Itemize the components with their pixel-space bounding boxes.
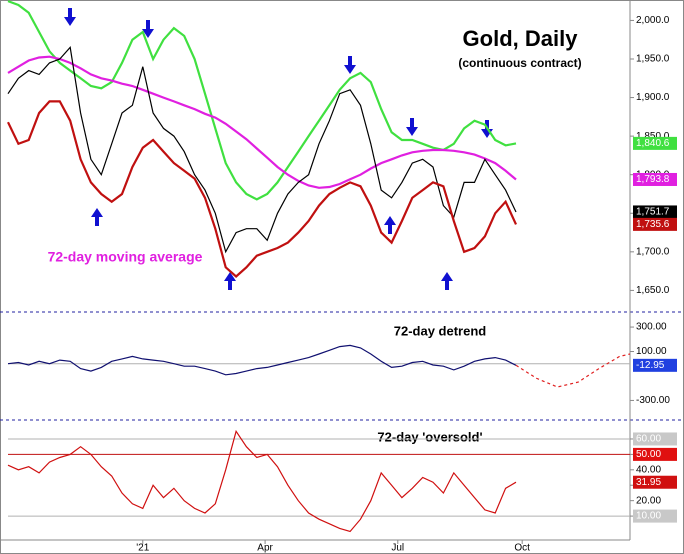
last-value-box <box>633 217 677 231</box>
panel-title: 72-day detrend <box>394 323 487 338</box>
tick-box <box>633 432 677 446</box>
last-value-label: 1,735.6 <box>636 219 670 230</box>
arrows <box>64 8 493 290</box>
series-line <box>7 46 517 254</box>
up-arrow <box>441 272 453 290</box>
tick-box <box>633 509 677 523</box>
up-arrow <box>91 208 103 226</box>
y-tick-label: 2,000.0 <box>636 15 670 26</box>
last-value-box <box>633 475 677 489</box>
y-tick-label: -300.00 <box>636 395 670 406</box>
last-value-label: 31.95 <box>636 477 661 488</box>
last-value-label: -12.95 <box>636 360 665 371</box>
last-value-box <box>633 205 677 219</box>
last-value-label: 1,840.6 <box>636 138 670 149</box>
x-tick-label: Apr <box>257 543 273 554</box>
last-value-box <box>633 358 677 372</box>
series-line <box>7 100 518 278</box>
up-arrow <box>384 216 396 234</box>
x-tick-label: Oct <box>514 543 530 554</box>
y-tick-label: 20.00 <box>636 495 661 506</box>
y-tick-label: 50.00 <box>636 449 661 460</box>
down-arrow <box>344 56 356 74</box>
y-tick-label: 300.00 <box>636 322 667 333</box>
series-line <box>7 429 517 533</box>
y-tick-label: 1,850.0 <box>636 131 670 142</box>
y-tick-label: 1,650.0 <box>636 285 670 296</box>
series-line <box>7 0 517 201</box>
panel-title: 72-day 'oversold' <box>377 429 482 444</box>
y-tick-label: 40.00 <box>636 464 661 475</box>
last-value-label: 1,793.8 <box>636 174 670 185</box>
last-value-box <box>633 136 677 150</box>
y-tick-label: 10.00 <box>636 511 661 522</box>
down-arrow <box>64 8 76 26</box>
series-line <box>515 353 631 388</box>
y-tick-label: 1,900.0 <box>636 92 670 103</box>
last-value-box <box>633 172 677 186</box>
y-tick-label: 100.00 <box>636 346 667 357</box>
last-value-label: 1,751.7 <box>636 207 670 218</box>
y-tick-label: 1,950.0 <box>636 54 670 65</box>
series-line <box>7 55 517 189</box>
x-tick-label: Jul <box>391 543 404 554</box>
chart-subtitle: (continuous contract) <box>458 56 581 70</box>
down-arrow <box>406 118 418 136</box>
y-tick-label: 60.00 <box>636 434 661 445</box>
y-tick-label: 1,700.0 <box>636 246 670 257</box>
down-arrow <box>142 20 154 38</box>
tick-box <box>633 447 677 461</box>
up-arrow <box>224 272 236 290</box>
chart-title: Gold, Daily <box>463 26 579 51</box>
series-line <box>7 344 517 376</box>
annotation: 72-day moving average <box>48 249 203 265</box>
x-tick-label: '21 <box>136 543 149 554</box>
